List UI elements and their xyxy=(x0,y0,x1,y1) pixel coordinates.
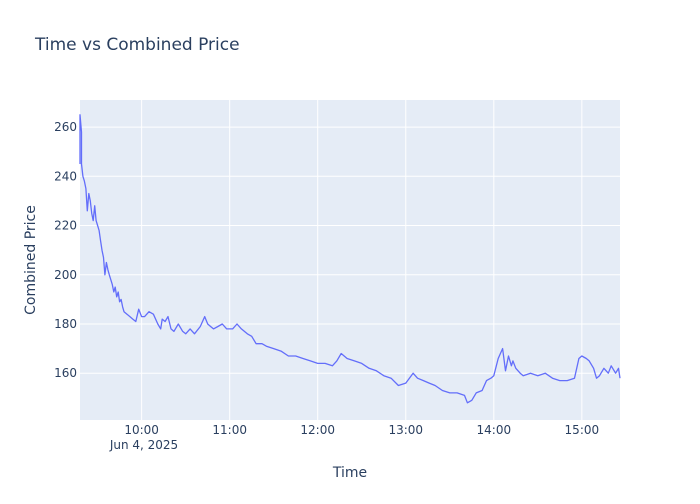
x-tick-label: 11:00 xyxy=(212,423,247,437)
y-tick-label: 240 xyxy=(54,169,77,183)
y-tick-label: 220 xyxy=(54,219,77,233)
chart-title: Time vs Combined Price xyxy=(34,35,240,55)
y-tick-label: 160 xyxy=(54,366,77,380)
x-tick-label: 13:00 xyxy=(388,423,423,437)
y-tick-labels: 160 180 200 220 240 260 xyxy=(54,120,77,380)
x-date-label: Jun 4, 2025 xyxy=(109,438,178,452)
series-layer xyxy=(79,114,621,404)
x-tick-label: 14:00 xyxy=(477,423,512,437)
y-tick-label: 200 xyxy=(54,268,77,282)
x-tick-labels: 10:00 11:00 12:00 13:00 14:00 15:00 xyxy=(124,423,599,437)
x-tick-label: 10:00 xyxy=(124,423,159,437)
y-axis-title: Combined Price xyxy=(23,205,39,315)
x-tick-label: 12:00 xyxy=(300,423,335,437)
y-tick-label: 180 xyxy=(54,317,77,331)
series-line xyxy=(79,114,621,404)
y-tick-label: 260 xyxy=(54,120,77,134)
x-axis-title: Time xyxy=(332,465,367,481)
x-tick-label: 15:00 xyxy=(565,423,600,437)
x-gridlines xyxy=(141,100,583,420)
plot-area xyxy=(80,100,620,420)
